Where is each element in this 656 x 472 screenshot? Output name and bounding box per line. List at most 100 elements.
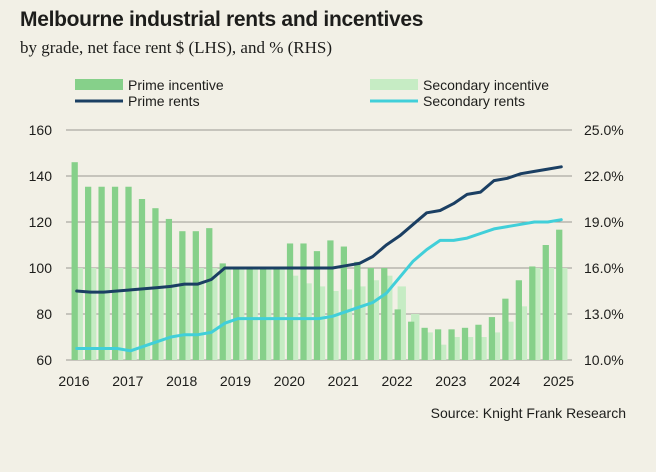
chart-title: Melbourne industrial rents and incentive… [20, 8, 424, 31]
bar-prime-incentive [192, 231, 199, 360]
bar-secondary-incentive [464, 337, 474, 360]
bar-prime-incentive [408, 321, 415, 360]
y-right-tick-label: 22.0% [584, 168, 624, 184]
bar-secondary-incentive [114, 268, 124, 360]
bar-prime-incentive [85, 186, 92, 360]
bar-prime-incentive [515, 280, 522, 360]
y-left-tick-label: 60 [36, 352, 52, 368]
y-right-tick-label: 16.0% [584, 260, 624, 276]
bar-prime-incentive [286, 243, 294, 360]
bar-secondary-incentive [532, 268, 541, 360]
bar-prime-incentive [542, 245, 549, 360]
y-right-tick-label: 19.0% [584, 214, 624, 230]
bar-prime-incentive [461, 327, 469, 360]
bar-prime-incentive [138, 199, 146, 360]
bar-prime-incentive [300, 243, 307, 360]
x-tick-label: 2023 [435, 373, 466, 389]
bar-prime-incentive [71, 162, 78, 360]
x-tick-label: 2017 [112, 373, 143, 389]
bar-secondary-incentive [262, 268, 272, 360]
bar-prime-incentive [434, 329, 442, 360]
x-tick-label: 2020 [274, 373, 305, 389]
bar-secondary-incentive [559, 268, 568, 360]
bar-secondary-incentive [168, 268, 178, 360]
bar-prime-incentive [152, 208, 159, 360]
bar-prime-incentive [313, 251, 321, 360]
line-prime-rents [75, 165, 563, 294]
bar-prime-incentive [165, 218, 173, 360]
bar-prime-incentive [327, 240, 334, 360]
bar-secondary-incentive [478, 337, 487, 360]
bar-prime-incentive [381, 268, 388, 360]
bar-secondary-incentive [411, 314, 420, 360]
y-left-tick-label: 120 [29, 214, 53, 230]
bar-prime-incentive [111, 186, 119, 360]
bar-prime-incentive [367, 268, 374, 360]
bar-secondary-incentive [491, 332, 501, 360]
bar-secondary-incentive [303, 283, 312, 360]
y-left-tick-label: 160 [29, 122, 53, 138]
bar-secondary-incentive [236, 268, 245, 360]
bar-secondary-incentive [397, 286, 406, 360]
bar-secondary-incentive [155, 268, 164, 360]
bar-secondary-incentive [101, 268, 110, 360]
bar-prime-incentive [273, 268, 280, 360]
bar-prime-incentive [448, 329, 455, 360]
bar-prime-incentive [233, 268, 240, 360]
bar-prime-incentive [475, 324, 482, 360]
bar-secondary-incentive [505, 321, 514, 360]
x-tick-label: 2022 [381, 373, 412, 389]
bar-prime-incentive [246, 268, 253, 360]
bar-secondary-incentive [182, 268, 191, 360]
bar-prime-incentive [556, 229, 563, 360]
legend-label: Prime rents [128, 93, 200, 109]
legend-label: Secondary incentive [423, 77, 549, 93]
bar-secondary-incentive [545, 268, 554, 360]
x-tick-label: 2025 [543, 373, 574, 389]
bar-prime-incentive [179, 231, 186, 360]
bar-secondary-incentive [384, 275, 393, 360]
x-tick-label: 2024 [489, 373, 520, 389]
legend-swatch-secondary-incentive [370, 79, 418, 90]
bar-secondary-incentive [424, 332, 433, 360]
bar-secondary-incentive [128, 268, 137, 360]
bar-prime-incentive [421, 327, 428, 360]
y-left-tick-label: 100 [29, 260, 53, 276]
y-right-tick-label: 10.0% [584, 352, 624, 368]
bar-secondary-incentive [370, 280, 380, 360]
bar-secondary-incentive [451, 337, 460, 360]
bar-secondary-incentive [249, 268, 258, 360]
chart-subtitle: by grade, net face rent $ (LHS), and % (… [20, 38, 333, 57]
bar-prime-incentive [488, 317, 496, 360]
x-tick-label: 2016 [58, 373, 89, 389]
x-tick-label: 2021 [328, 373, 359, 389]
chart: 60 80 100 120 140 160 10.0% 13.0% 16.0% 19.0% 22.0… [29, 77, 624, 389]
bar-secondary-incentive [222, 268, 231, 360]
source-note: Source: Knight Frank Research [430, 405, 626, 421]
bar-secondary-incentive [74, 268, 83, 360]
legend-swatch-prime-incentive [75, 79, 123, 90]
y-right-tick-label: 25.0% [584, 122, 624, 138]
legend-label: Prime incentive [128, 77, 224, 93]
bar-secondary-incentive [343, 289, 353, 360]
bar-secondary-incentive [209, 268, 218, 360]
bar-prime-incentive [502, 298, 509, 360]
bar-prime-incentive [219, 263, 226, 360]
bar-secondary-incentive [88, 268, 97, 360]
bar-secondary-incentive [141, 268, 151, 360]
bar-prime-incentive [340, 246, 348, 360]
legend-label: Secondary rents [423, 93, 525, 109]
bar-secondary-incentive [518, 306, 528, 360]
bar-secondary-incentive [357, 286, 366, 360]
bar-prime-incentive [206, 228, 213, 360]
bar-prime-incentive [529, 266, 536, 360]
y-left-tick-label: 140 [29, 168, 53, 184]
bar-secondary-incentive [276, 268, 285, 360]
bar-secondary-incentive [316, 286, 326, 360]
bar-prime-incentive [98, 186, 105, 360]
bar-secondary-incentive [437, 344, 447, 360]
bar-prime-incentive [394, 309, 401, 360]
y-left-tick-label: 80 [36, 306, 52, 322]
y-right-tick-label: 13.0% [584, 306, 624, 322]
bar-prime-incentive [354, 261, 361, 360]
